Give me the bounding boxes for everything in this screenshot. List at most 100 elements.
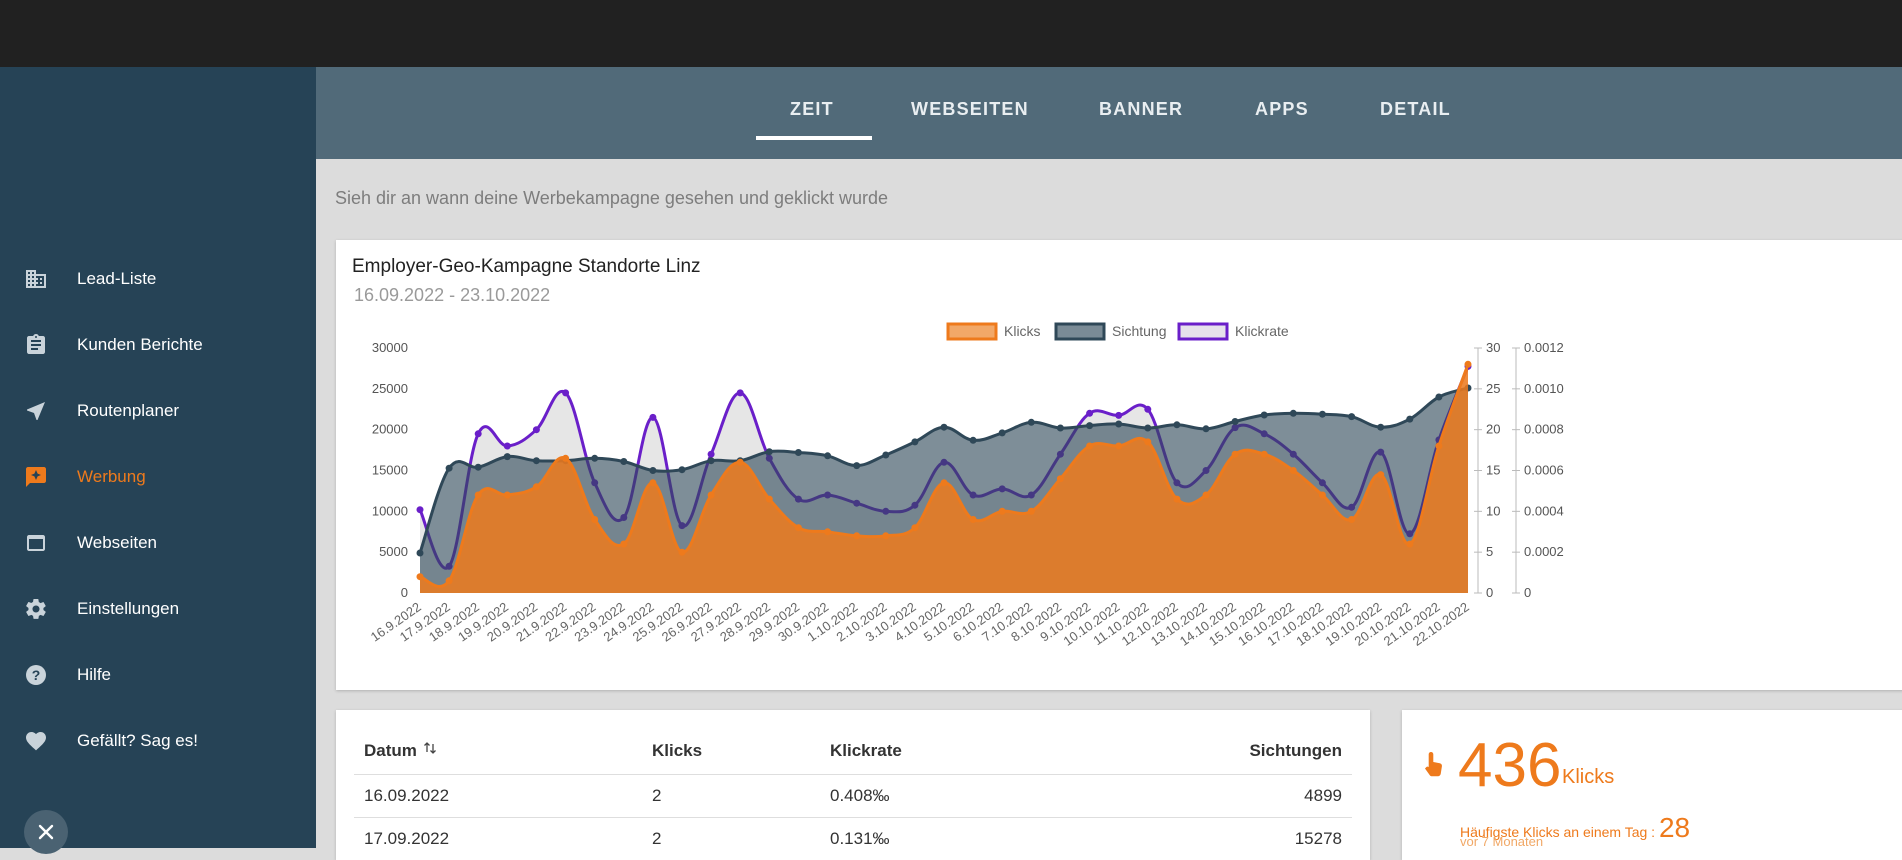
campaign-title: Employer-Geo-Kampagne Standorte Linz: [352, 256, 701, 277]
nav-item-feedback[interactable]: Gefällt? Sag es!: [0, 719, 316, 763]
data-point-klicks: [969, 516, 977, 523]
data-point-klicks: [1231, 450, 1239, 458]
y-left-tick-label: 20000: [372, 422, 408, 437]
daily-table-card: [336, 710, 1370, 860]
data-point-sichtung: [911, 438, 919, 446]
cell-sichtungen: 4899: [1304, 786, 1342, 805]
col-header-sichtungen[interactable]: Sichtungen: [1249, 741, 1342, 760]
gear-icon: [26, 599, 46, 619]
nav-item-lead-liste[interactable]: Lead-Liste: [0, 257, 316, 301]
tab-zeit[interactable]: ZEIT: [790, 99, 834, 119]
data-point-sichtung: [1202, 425, 1210, 433]
data-point-sichtung: [1231, 418, 1239, 425]
nav-item-einstellungen[interactable]: Einstellungen: [0, 587, 316, 631]
legend-label-klickrate: Klickrate: [1235, 323, 1289, 339]
data-point-klickrate: [707, 450, 715, 458]
legend-swatch-sichtung: [1054, 322, 1106, 341]
cell-klicks: 2: [652, 829, 662, 848]
tab-detail[interactable]: DETAIL: [1380, 99, 1451, 119]
data-point-klickrate: [1144, 405, 1152, 413]
max-clicks-value: 28: [1658, 812, 1691, 843]
svg-text:?: ?: [32, 667, 41, 683]
y-right-tick-label: 30: [1486, 340, 1500, 355]
y-right2-tick-label: 0.0012: [1524, 340, 1564, 355]
data-point-klicks: [853, 532, 861, 540]
max-clicks-when: vor 7 Monaten: [1460, 834, 1544, 849]
data-point-sichtung: [1056, 424, 1064, 432]
data-point-klickrate: [649, 413, 657, 421]
y-left-tick-label: 10000: [372, 503, 408, 518]
col-header-klicks[interactable]: Klicks: [652, 741, 703, 760]
y-right2-tick-label: 0.0006: [1524, 463, 1564, 478]
data-point-sichtung: [707, 457, 715, 465]
data-point-sichtung: [1435, 393, 1443, 401]
data-point-klicks: [474, 491, 482, 499]
legend-swatch-klicks: [946, 322, 998, 341]
cell-klickrate: 0.408‰: [830, 786, 890, 805]
data-point-klicks: [794, 524, 802, 532]
data-point-klickrate: [736, 389, 744, 397]
y-right-tick-label: 15: [1486, 463, 1500, 478]
building-icon: [26, 270, 46, 288]
cell-klickrate: 0.131‰: [830, 829, 890, 848]
tab-webseiten[interactable]: WEBSEITEN: [911, 99, 1029, 119]
data-point-sichtung: [1348, 413, 1356, 421]
data-point-klicks: [1464, 360, 1472, 368]
data-point-sichtung: [765, 448, 773, 456]
data-point-klicks: [1260, 450, 1268, 458]
sidebar: Lead-Liste Kunden Berichte Routenplaner …: [0, 67, 316, 848]
data-point-klicks: [620, 540, 628, 548]
nav-item-webseiten[interactable]: Webseiten: [0, 521, 316, 565]
data-point-klicks: [1348, 516, 1356, 523]
data-point-klicks: [940, 479, 948, 487]
data-point-sichtung: [853, 462, 861, 470]
data-point-sichtung: [416, 549, 424, 557]
max-clicks-line: Häufigste Klicks an einem Tag : 28: [1460, 812, 1690, 844]
nav-label: Gefällt? Sag es!: [77, 731, 198, 750]
data-point-klicks: [503, 491, 511, 499]
y-right2-tick-label: 0.0004: [1524, 503, 1564, 518]
data-point-klicks: [416, 573, 424, 581]
nav-item-kunden-berichte[interactable]: Kunden Berichte: [0, 323, 316, 367]
tab-banner[interactable]: BANNER: [1099, 99, 1184, 119]
legend-label-klicks: Klicks: [1004, 323, 1041, 339]
nav-label: Werbung: [77, 467, 146, 486]
data-point-klicks: [882, 532, 890, 540]
nav-item-hilfe[interactable]: ? Hilfe: [0, 653, 316, 697]
data-point-sichtung: [503, 453, 511, 461]
data-point-klicks: [824, 528, 832, 536]
browser-window-icon: [27, 535, 45, 551]
data-point-klickrate: [532, 426, 540, 434]
data-point-sichtung: [1289, 409, 1297, 417]
data-point-sichtung: [649, 467, 657, 474]
data-point-sichtung: [998, 429, 1006, 437]
tab-apps[interactable]: APPS: [1255, 99, 1309, 119]
data-point-klickrate: [474, 430, 482, 438]
data-point-sichtung: [1406, 415, 1414, 423]
series-area-klicks: [420, 364, 1468, 593]
nav-label: Routenplaner: [77, 401, 180, 420]
total-clicks-value: 436: [1458, 731, 1562, 800]
y-right2-tick-label: 0.0010: [1524, 381, 1564, 396]
data-point-klickrate: [1086, 409, 1094, 417]
data-point-sichtung: [1173, 421, 1181, 429]
nav-item-werbung[interactable]: Werbung: [0, 455, 316, 499]
data-point-klicks: [1318, 491, 1326, 499]
close-icon: [38, 824, 54, 840]
data-point-klicks: [591, 516, 599, 523]
data-point-sichtung: [474, 463, 482, 471]
nav-item-routenplaner[interactable]: Routenplaner: [0, 389, 316, 433]
close-menu-button[interactable]: [24, 810, 68, 854]
data-point-klicks: [1377, 471, 1385, 479]
y-left-tick-label: 15000: [372, 463, 408, 478]
data-point-sichtung: [940, 423, 948, 431]
data-point-sichtung: [1144, 424, 1152, 432]
ad-icon: [26, 467, 46, 487]
col-header-klickrate[interactable]: Klickrate: [830, 741, 902, 760]
data-point-klicks: [707, 491, 715, 499]
tab-bar: ZEIT WEBSEITEN BANNER APPS DETAIL: [316, 67, 1902, 159]
table-divider: [354, 774, 1352, 775]
sort-icon: [423, 742, 436, 754]
col-header-datum[interactable]: Datum: [364, 741, 437, 761]
data-point-klicks: [678, 548, 686, 556]
